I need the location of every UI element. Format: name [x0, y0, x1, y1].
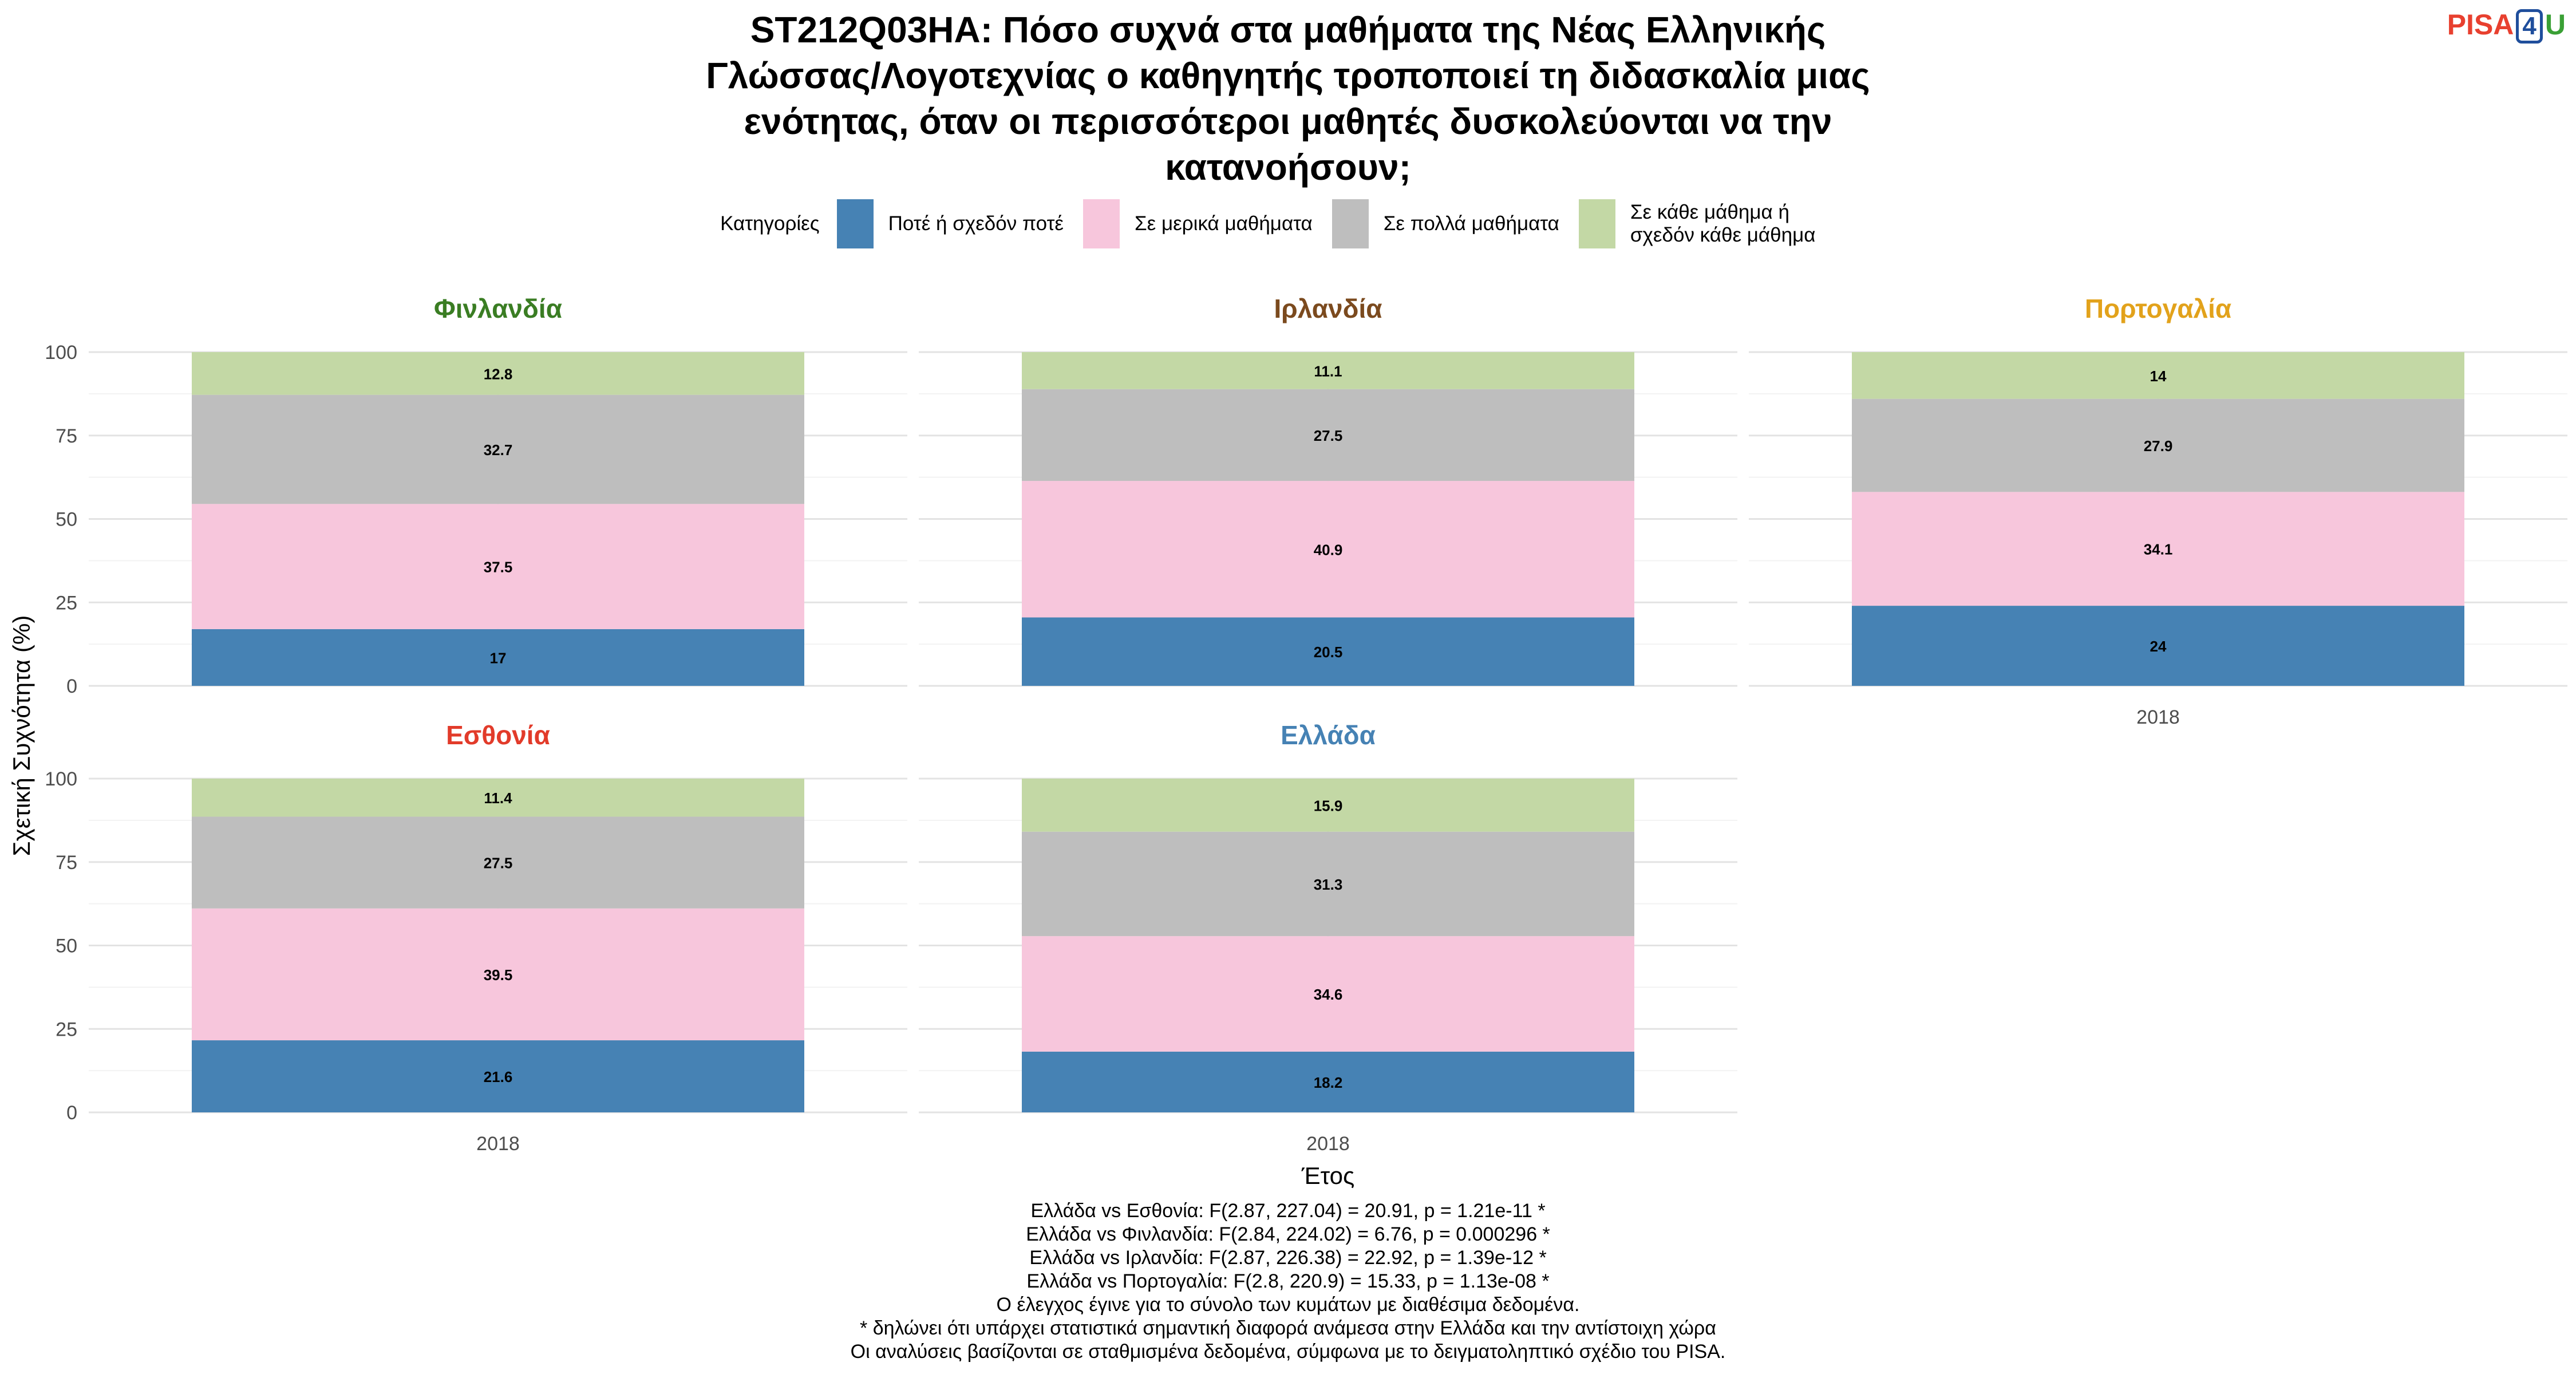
- bar-segment: [1022, 779, 1634, 832]
- title-line: Γλώσσας/Λογοτεχνίας ο καθηγητής τροποποι…: [706, 55, 1870, 96]
- data-label: 27.9: [2144, 437, 2173, 455]
- y-tick-label: 50: [56, 509, 77, 531]
- footer-line: Ελλάδα vs Εσθονία: F(2.87, 227.04) = 20.…: [1030, 1200, 1546, 1222]
- bar-segment: [1022, 389, 1634, 481]
- legend-label: Σε κάθε μάθημα ή σχεδόν κάθε μάθημα: [1630, 201, 1816, 246]
- panel-title: Φινλανδία: [434, 294, 562, 323]
- logo-text-4: 4: [2516, 9, 2543, 44]
- legend-label: Σε πολλά μαθήματα: [1383, 212, 1559, 235]
- bar-segment: [192, 629, 804, 686]
- pisa4u-logo: PISA 4 U: [2447, 8, 2566, 44]
- legend-item: Σε μερικά μαθήματα: [1083, 199, 1313, 248]
- legend-item: Σε κάθε μάθημα ή σχεδόν κάθε μάθημα: [1578, 199, 1836, 248]
- footer-line: Ελλάδα vs Ιρλανδία: F(2.87, 226.38) = 22…: [1029, 1247, 1547, 1269]
- data-label: 37.5: [484, 559, 513, 576]
- bar-segment: [192, 908, 804, 1041]
- x-tick-label: 2018: [2136, 706, 2180, 728]
- bar-segment: [1852, 492, 2464, 606]
- logo-text-pisa: PISA: [2447, 9, 2514, 41]
- panel-title: Ιρλανδία: [1274, 294, 1382, 323]
- bar-segment: [1022, 1051, 1634, 1112]
- data-label: 12.8: [484, 365, 513, 382]
- panel-title: Πορτογαλία: [2085, 294, 2231, 323]
- footer-line: Ο έλεγχος έγινε για το σύνολο των κυμάτω…: [996, 1294, 1580, 1316]
- data-label: 11.4: [484, 789, 512, 807]
- legend-item: Ποτέ ή σχεδόν ποτέ: [836, 199, 1064, 248]
- footer-line: * δηλώνει ότι υπάρχει στατιστικά σημαντι…: [860, 1317, 1716, 1339]
- title-line: ST212Q03HA: Πόσο συχνά στα μαθήματα της …: [750, 9, 1826, 50]
- panel-title: Ελλάδα: [1281, 720, 1376, 750]
- y-tick-label: 0: [66, 1102, 77, 1124]
- data-label: 18.2: [1314, 1074, 1343, 1091]
- title-line: κατανοήσουν;: [1165, 147, 1411, 188]
- legend-label: Ποτέ ή σχεδόν ποτέ: [888, 212, 1064, 235]
- title-line: ενότητας, όταν οι περισσότεροι μαθητές δ…: [744, 101, 1832, 142]
- bar-segment: [1852, 352, 2464, 399]
- bar-segment: [192, 504, 804, 629]
- footer-notes: Ελλάδα vs Εσθονία: F(2.87, 227.04) = 20.…: [0, 1199, 2576, 1364]
- data-label: 15.9: [1314, 797, 1343, 814]
- bar-segment: [1852, 606, 2464, 686]
- y-tick-label: 25: [56, 1018, 77, 1040]
- legend-label: Σε μερικά μαθήματα: [1135, 212, 1313, 235]
- chart-title: ST212Q03HA: Πόσο συχνά στα μαθήματα της …: [0, 7, 2576, 190]
- data-label: 34.1: [2144, 541, 2173, 558]
- bar-segment: [192, 394, 804, 504]
- data-label: 17: [490, 649, 507, 666]
- footer-line: Ελλάδα vs Φινλανδία: F(2.84, 224.02) = 6…: [1026, 1223, 1550, 1245]
- footer-line: Ελλάδα vs Πορτογαλία: F(2.8, 220.9) = 15…: [1026, 1270, 1550, 1292]
- data-label: 24: [2150, 638, 2167, 655]
- x-tick-label: 2018: [476, 1133, 520, 1155]
- legend-swatch: [1578, 199, 1615, 248]
- legend-swatch: [836, 199, 874, 248]
- data-label: 34.6: [1314, 986, 1343, 1003]
- panel-title: Εσθονία: [446, 720, 550, 750]
- bar-segment: [1022, 352, 1634, 389]
- legend-item: Σε πολλά μαθήματα: [1332, 199, 1559, 248]
- bar-segment: [192, 352, 804, 395]
- data-label: 20.5: [1314, 643, 1343, 661]
- data-label: 31.3: [1314, 876, 1343, 893]
- y-tick-label: 0: [66, 676, 77, 697]
- bar-segment: [1852, 398, 2464, 492]
- bar-segment: [1022, 617, 1634, 686]
- bar-segment: [1022, 936, 1634, 1052]
- y-tick-label: 100: [45, 342, 77, 364]
- logo-text-u: U: [2545, 9, 2566, 41]
- bar-segment: [1022, 831, 1634, 937]
- y-axis-title: Σχετική Συχνότητα (%): [8, 615, 35, 856]
- legend-swatch: [1083, 199, 1120, 248]
- bar-segment: [192, 1040, 804, 1112]
- data-label: 32.7: [484, 441, 513, 459]
- y-tick-label: 25: [56, 592, 77, 614]
- data-label: 11.1: [1314, 362, 1342, 380]
- legend-title: Κατηγορίες: [720, 212, 820, 235]
- data-label: 40.9: [1314, 541, 1343, 558]
- footer-line: Οι αναλύσεις βασίζονται σε σταθμισμένα δ…: [850, 1341, 1726, 1363]
- legend: Κατηγορίες Ποτέ ή σχεδόν ποτέ Σε μερικά …: [0, 199, 2576, 248]
- legend-swatch: [1332, 199, 1369, 248]
- x-axis-title: Έτος: [1301, 1162, 1355, 1189]
- bar-segment: [192, 816, 804, 909]
- y-tick-label: 50: [56, 935, 77, 957]
- data-label: 27.5: [484, 855, 513, 872]
- data-label: 14: [2150, 368, 2167, 385]
- y-tick-label: 100: [45, 768, 77, 790]
- x-tick-label: 2018: [1306, 1133, 1350, 1155]
- y-tick-label: 75: [56, 425, 77, 447]
- data-label: 39.5: [484, 966, 513, 984]
- data-label: 27.5: [1314, 427, 1343, 444]
- data-label: 21.6: [484, 1068, 513, 1085]
- bar-segment: [1022, 481, 1634, 618]
- y-tick-label: 75: [56, 852, 77, 874]
- bar-segment: [192, 779, 804, 817]
